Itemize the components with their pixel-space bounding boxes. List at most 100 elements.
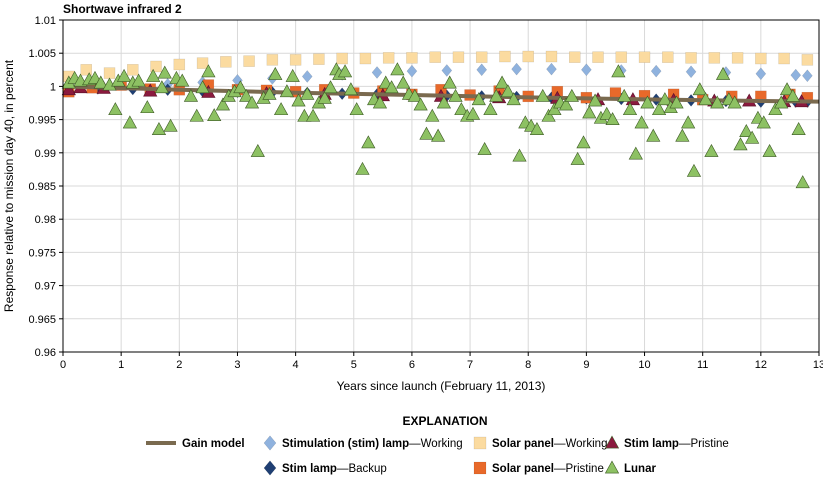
point-stim-working <box>581 63 592 77</box>
x-tick-label: 7 <box>467 359 473 371</box>
point-lunar <box>163 118 178 132</box>
point-solar-working <box>150 60 162 73</box>
series-solar-working <box>63 50 814 83</box>
point-lunar <box>762 143 777 157</box>
point-lunar <box>774 95 789 109</box>
point-stim-working <box>371 66 383 79</box>
series-lunar <box>61 62 810 189</box>
legend-label: Gain model <box>182 438 245 450</box>
point-lunar <box>570 151 585 165</box>
point-lunar <box>305 108 321 122</box>
point-lunar <box>727 95 742 109</box>
legend-item-solar-working: Solar panel—Working <box>473 436 607 450</box>
point-lunar <box>116 68 132 82</box>
point-lunar <box>733 137 748 151</box>
point-solar-working <box>103 67 116 79</box>
point-lunar <box>201 64 216 78</box>
point-lunar <box>605 112 620 125</box>
point-lunar <box>442 75 457 89</box>
point-solar-working <box>220 56 232 68</box>
point-lunar <box>407 88 422 102</box>
point-lunar <box>622 102 638 116</box>
point-lunar <box>698 92 713 106</box>
point-solar-working <box>778 52 790 65</box>
x-tick-label: 8 <box>525 359 531 371</box>
legend-item-stim-pristine: Stim lamp—Pristine <box>604 435 729 450</box>
y-tick-label: 1 <box>50 81 56 93</box>
point-lunar <box>300 86 315 100</box>
point-lunar <box>611 64 626 78</box>
point-lunar <box>239 88 254 102</box>
point-stim-working <box>441 64 453 77</box>
y-tick-label: 0.99 <box>35 148 56 160</box>
point-stim-working <box>511 62 522 76</box>
legend-label: Solar panel—Working <box>492 438 607 450</box>
point-lunar <box>745 130 760 144</box>
y-tick-label: 0.985 <box>28 181 56 193</box>
legend-item-gain: Gain model <box>146 438 245 450</box>
point-lunar <box>273 102 289 116</box>
point-solar-working <box>243 55 255 67</box>
point-lunar <box>215 97 231 111</box>
point-lunar <box>279 84 294 98</box>
point-lunar <box>419 126 434 140</box>
point-lunar <box>291 93 306 107</box>
x-tick-label: 5 <box>351 359 357 371</box>
legend-label: Solar panel—Pristine <box>492 463 604 475</box>
point-solar-working <box>359 52 372 65</box>
point-solar-working <box>569 51 581 63</box>
point-solar-working <box>336 52 348 65</box>
point-solar-working <box>475 51 488 63</box>
legend-label: Stim lamp—Pristine <box>624 438 729 450</box>
point-stim-pristine <box>61 82 76 96</box>
point-stim-working <box>406 64 418 78</box>
point-solar-working <box>522 50 534 63</box>
y-tick-label: 1.005 <box>28 48 56 60</box>
point-lunar <box>355 161 370 175</box>
point-lunar <box>529 122 545 135</box>
point-stim-working <box>790 68 802 82</box>
x-tick-label: 12 <box>755 359 767 371</box>
point-lunar <box>506 92 521 106</box>
point-lunar <box>576 135 591 149</box>
series-layer <box>61 50 820 189</box>
x-tick-label: 2 <box>176 359 182 371</box>
point-lunar <box>384 80 399 94</box>
point-lunar <box>189 108 204 122</box>
point-lunar <box>157 65 172 79</box>
point-lunar <box>285 68 300 82</box>
y-tick-label: 0.97 <box>35 281 56 293</box>
y-tick-label: 0.995 <box>28 115 56 127</box>
point-solar-working <box>452 51 465 63</box>
point-lunar <box>262 86 277 100</box>
point-lunar <box>483 102 498 116</box>
point-lunar <box>323 80 338 94</box>
x-axis-label: Years since launch (February 11, 2013) <box>337 379 546 393</box>
x-tick-label: 6 <box>409 359 415 371</box>
x-tick-label: 10 <box>638 359 650 371</box>
legend-swatch <box>604 435 620 449</box>
point-lunar <box>454 102 469 116</box>
point-lunar <box>541 108 556 122</box>
point-lunar <box>244 95 260 109</box>
point-solar-working <box>382 52 395 64</box>
point-lunar <box>692 82 707 96</box>
point-lunar <box>558 97 574 111</box>
point-stim-working <box>301 70 313 83</box>
point-lunar <box>795 175 810 189</box>
point-lunar <box>465 106 481 120</box>
y-tick-label: 0.96 <box>35 347 56 359</box>
axis-ticks: 0 1 2 3 4 5 6 7 8 9 10 11 12 130.960.9650.970.9750.98… <box>28 15 823 371</box>
point-solar-working <box>173 58 186 71</box>
point-solar-working <box>801 54 814 66</box>
point-lunar <box>675 128 690 142</box>
point-solar-working <box>685 52 697 64</box>
point-lunar <box>233 80 248 94</box>
point-solar-working <box>662 51 674 63</box>
point-lunar <box>175 73 190 87</box>
point-lunar <box>494 75 510 89</box>
point-solar-working <box>731 52 744 64</box>
point-lunar <box>436 95 452 109</box>
point-lunar <box>628 146 643 160</box>
point-lunar <box>425 108 440 122</box>
